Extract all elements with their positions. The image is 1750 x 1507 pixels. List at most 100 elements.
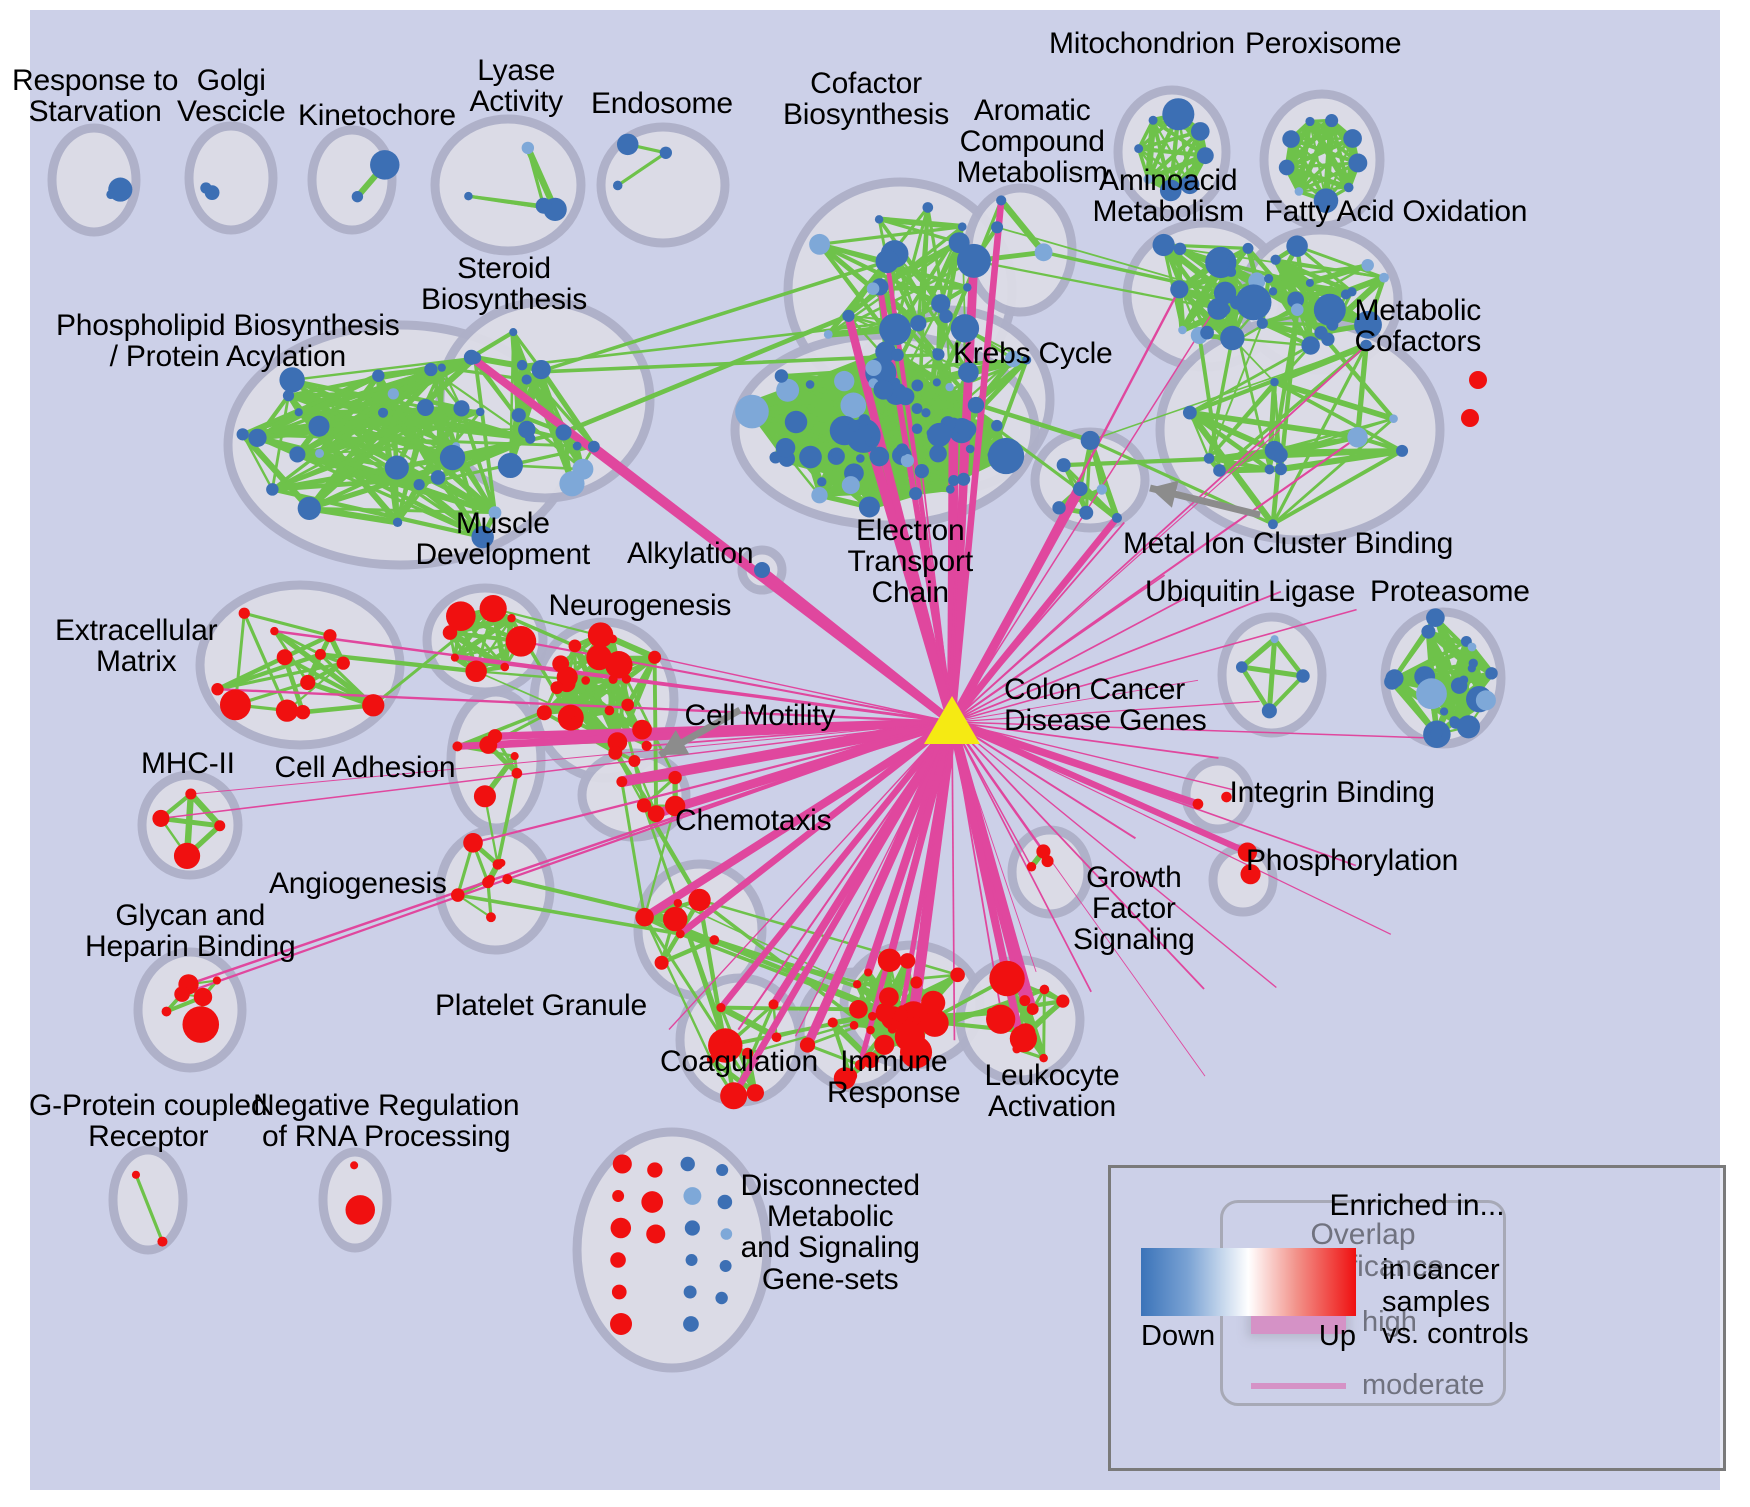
gene-node (1039, 984, 1050, 995)
cluster-label-phosphorylation: Phosphorylation (1246, 844, 1459, 877)
gene-node (1192, 798, 1204, 810)
gene-node (297, 496, 321, 520)
gene-node (680, 1156, 695, 1172)
cluster-halo-response-to-starvation (47, 123, 141, 237)
gene-node (774, 369, 789, 383)
gene-node (345, 1195, 375, 1225)
cluster-label-ubiquitin-ligase: Ubiquitin Ligase (1145, 575, 1356, 608)
gene-node (1180, 174, 1200, 195)
hub-triangle[interactable] (924, 696, 980, 744)
gene-node (1148, 115, 1158, 125)
gene-node (662, 906, 688, 932)
gene-node (1080, 430, 1100, 451)
gene-node (1256, 317, 1268, 329)
cluster-label-cell-motility: Cell Motility (684, 699, 836, 732)
gene-node (453, 400, 470, 417)
gene-node (927, 422, 952, 447)
gene-node (723, 1041, 732, 1050)
edge-green (782, 378, 847, 451)
cluster-label-glycan-heparin-binding: Glycan and Heparin Binding (85, 899, 296, 964)
edge-green (242, 611, 289, 713)
gene-node (683, 1316, 699, 1332)
gene-node (735, 394, 769, 429)
gene-node (717, 1194, 733, 1210)
gene-node (475, 407, 485, 417)
edge-green-bridge (318, 425, 528, 431)
gene-node (276, 649, 293, 666)
gene-node (555, 424, 572, 441)
edge-green (270, 410, 482, 492)
gene-node (282, 390, 295, 402)
edge-green (1270, 448, 1405, 527)
gene-node (106, 189, 116, 200)
cluster-halo-g-protein-coupled-receptor (108, 1145, 188, 1255)
edge-green (708, 1057, 758, 1096)
gene-node (1485, 667, 1498, 680)
edge-green-bridge (643, 915, 713, 1061)
gene-node (1267, 519, 1278, 530)
gene-node (1266, 447, 1276, 457)
gene-node (387, 388, 399, 400)
gene-nodes (106, 98, 1498, 1335)
gene-node (616, 133, 639, 156)
edge-green (1279, 449, 1404, 471)
edge-green (876, 216, 966, 230)
gene-node (683, 1285, 697, 1299)
gene-node (1159, 179, 1182, 202)
gene-node (533, 366, 544, 378)
edge-green (1272, 636, 1306, 679)
hub-edge-glycan-heparin-binding (188, 720, 953, 986)
colorbar-high-label: Up (1318, 1319, 1356, 1352)
gene-node (1039, 1053, 1048, 1063)
gene-node (505, 626, 537, 657)
gene-node (1301, 336, 1320, 355)
edge-green (1087, 437, 1120, 521)
gene-node (308, 415, 330, 437)
cluster-halo-disconnected-gene-sets (572, 1127, 772, 1373)
colorbar-tick-labels: Down Up (1141, 1320, 1356, 1353)
gene-node (1439, 707, 1449, 716)
gene-node (351, 190, 364, 203)
gene-node (473, 785, 496, 808)
gene-node (185, 788, 197, 800)
gene-node (776, 378, 800, 402)
gene-node (716, 1003, 726, 1013)
hub-edge-chemotaxis (678, 719, 955, 937)
gene-node (608, 745, 623, 760)
gene-node (648, 650, 662, 664)
edge-green (616, 151, 668, 188)
edge-green (1273, 257, 1355, 295)
gene-node (950, 967, 965, 983)
edge-green (538, 366, 597, 450)
edge-green (1390, 639, 1468, 684)
hub-edge-moderate (951, 721, 1205, 990)
gene-node (910, 976, 923, 989)
hub-edge-metabolic-cofactors (951, 344, 1367, 723)
edge-green (1272, 380, 1404, 453)
hub-edge-immune-response (885, 721, 956, 962)
arrow-cell-motility (658, 706, 742, 759)
edge-green (241, 433, 274, 491)
enrichment-colorbar (1141, 1247, 1356, 1316)
gene-node (516, 359, 528, 371)
gene-node (1152, 233, 1175, 257)
gene-node (370, 150, 400, 180)
gene-node (842, 309, 855, 322)
gene-node (1313, 293, 1346, 326)
gene-node (910, 315, 927, 332)
hub-edge-moderate (951, 721, 1037, 973)
gene-node (1026, 861, 1037, 872)
edge-green-bridge (611, 677, 636, 763)
edge-green-bridge (996, 226, 1226, 294)
cluster-label-alkylation: Alkylation (627, 537, 754, 570)
edge-green (1267, 674, 1305, 713)
gene-node (912, 1016, 921, 1025)
gene-node (1240, 864, 1261, 885)
edge-green-bridge (892, 252, 971, 374)
gene-node (784, 410, 808, 434)
gene-node (1449, 716, 1460, 726)
gene-node (605, 651, 633, 679)
gene-node (654, 955, 669, 970)
edge-green (429, 368, 463, 410)
gene-node (1242, 242, 1254, 254)
